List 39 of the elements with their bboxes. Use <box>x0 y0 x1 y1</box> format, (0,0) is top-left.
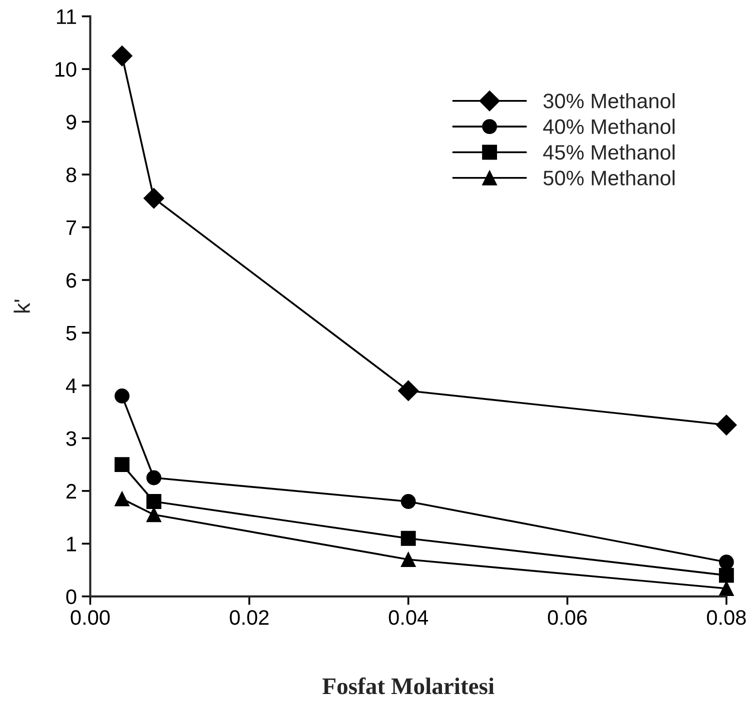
point <box>146 470 162 486</box>
point <box>718 554 734 570</box>
x-axis-title: Fosfat Molaritesi <box>322 677 494 694</box>
x-tick-label: 0.00 <box>70 610 110 625</box>
y-tick-label: 3 <box>66 431 76 446</box>
y-tick-label: 6 <box>66 273 76 288</box>
x-tick-label: 0.06 <box>548 610 587 625</box>
point <box>114 388 130 404</box>
point <box>718 568 734 583</box>
point <box>716 414 737 436</box>
x-tick-label: 0.04 <box>388 610 428 625</box>
x-tick-label: 0.02 <box>230 610 269 625</box>
point <box>146 507 162 522</box>
point <box>718 581 734 596</box>
y-tick-label: 10 <box>55 62 76 77</box>
legend-label: 40% Methanol <box>543 118 674 134</box>
y-tick-label: 7 <box>66 220 76 235</box>
y-tick-label: 8 <box>66 168 76 182</box>
point <box>112 46 132 66</box>
point <box>146 494 162 509</box>
y-tick-label: 0 <box>66 589 76 604</box>
x-tick-label: 0.08 <box>706 610 746 625</box>
y-tick-label: 5 <box>66 326 76 340</box>
y-tick-label: 11 <box>57 10 76 24</box>
y-tick-label: 2 <box>66 484 76 498</box>
legend-label: 30% Methanol <box>543 93 674 108</box>
point <box>398 380 419 402</box>
y-axis-title: k' <box>14 300 30 313</box>
point <box>144 188 164 209</box>
y-tick-label: 4 <box>66 378 76 394</box>
y-tick-label: 1 <box>67 536 76 552</box>
point <box>114 491 130 506</box>
point <box>400 530 416 546</box>
legend-label: 50% Methanol <box>544 170 674 186</box>
y-tick-label: 9 <box>66 114 76 130</box>
point <box>400 552 416 567</box>
legend-label: 45% Methanol <box>543 144 674 160</box>
point <box>400 494 416 509</box>
point <box>114 457 130 472</box>
